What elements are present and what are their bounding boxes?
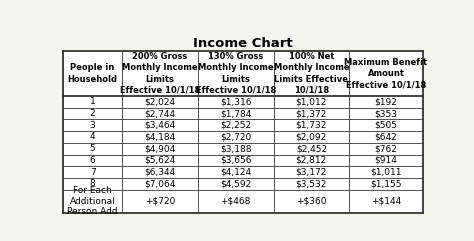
Text: $914: $914 [374,156,398,165]
Text: +$468: +$468 [220,197,251,206]
Bar [63,51,423,213]
Text: 5: 5 [90,144,95,153]
Text: For Each
Additional
Person Add: For Each Additional Person Add [67,186,118,216]
Text: $3,656: $3,656 [220,156,252,165]
Text: 8: 8 [90,180,95,188]
Text: 3: 3 [90,121,95,130]
Text: $3,172: $3,172 [296,168,327,177]
Text: $1,011: $1,011 [370,168,402,177]
Text: $1,012: $1,012 [296,97,327,106]
Text: $1,372: $1,372 [296,109,327,118]
Text: 6: 6 [90,156,95,165]
Text: $2,720: $2,720 [220,133,251,141]
Text: 7: 7 [90,168,95,177]
Text: $5,624: $5,624 [145,156,176,165]
Text: $4,184: $4,184 [145,133,176,141]
Text: $2,452: $2,452 [296,144,327,153]
Text: 130% Gross
Monthly Income
Limits
Effective 10/1/18: 130% Gross Monthly Income Limits Effecti… [196,52,276,95]
Text: $353: $353 [374,109,398,118]
Text: Maximum Benefit
Amount
Effective 10/1/18: Maximum Benefit Amount Effective 10/1/18 [345,58,428,89]
Text: 200% Gross
Monthly Income
Limits
Effective 10/1/18: 200% Gross Monthly Income Limits Effecti… [120,52,200,95]
Text: +$720: +$720 [145,197,175,206]
Text: $3,464: $3,464 [145,121,176,130]
Text: $1,316: $1,316 [220,97,252,106]
Text: People in
Household: People in Household [68,63,118,84]
Text: $192: $192 [374,97,398,106]
Text: $642: $642 [374,133,397,141]
Text: Income Chart: Income Chart [193,37,293,50]
Text: $4,124: $4,124 [220,168,251,177]
Text: $4,904: $4,904 [145,144,176,153]
Text: $1,155: $1,155 [370,180,402,188]
Text: $2,252: $2,252 [220,121,251,130]
Text: $6,344: $6,344 [145,168,176,177]
Text: +$360: +$360 [296,197,327,206]
Text: +$144: +$144 [371,197,401,206]
Text: 100% Net
Monthly Income
Limits Effective
10/1/18: 100% Net Monthly Income Limits Effective… [273,52,349,95]
Text: $2,024: $2,024 [145,97,176,106]
Text: 1: 1 [90,97,95,106]
Text: $2,092: $2,092 [296,133,327,141]
Text: $1,732: $1,732 [296,121,327,130]
Text: $762: $762 [374,144,398,153]
Text: $7,064: $7,064 [145,180,176,188]
Text: 4: 4 [90,133,95,141]
Text: $505: $505 [374,121,398,130]
Text: $2,744: $2,744 [145,109,176,118]
Text: 2: 2 [90,109,95,118]
Text: $3,188: $3,188 [220,144,252,153]
Text: $2,812: $2,812 [296,156,327,165]
Text: $1,784: $1,784 [220,109,251,118]
Text: $4,592: $4,592 [220,180,251,188]
Text: $3,532: $3,532 [296,180,327,188]
